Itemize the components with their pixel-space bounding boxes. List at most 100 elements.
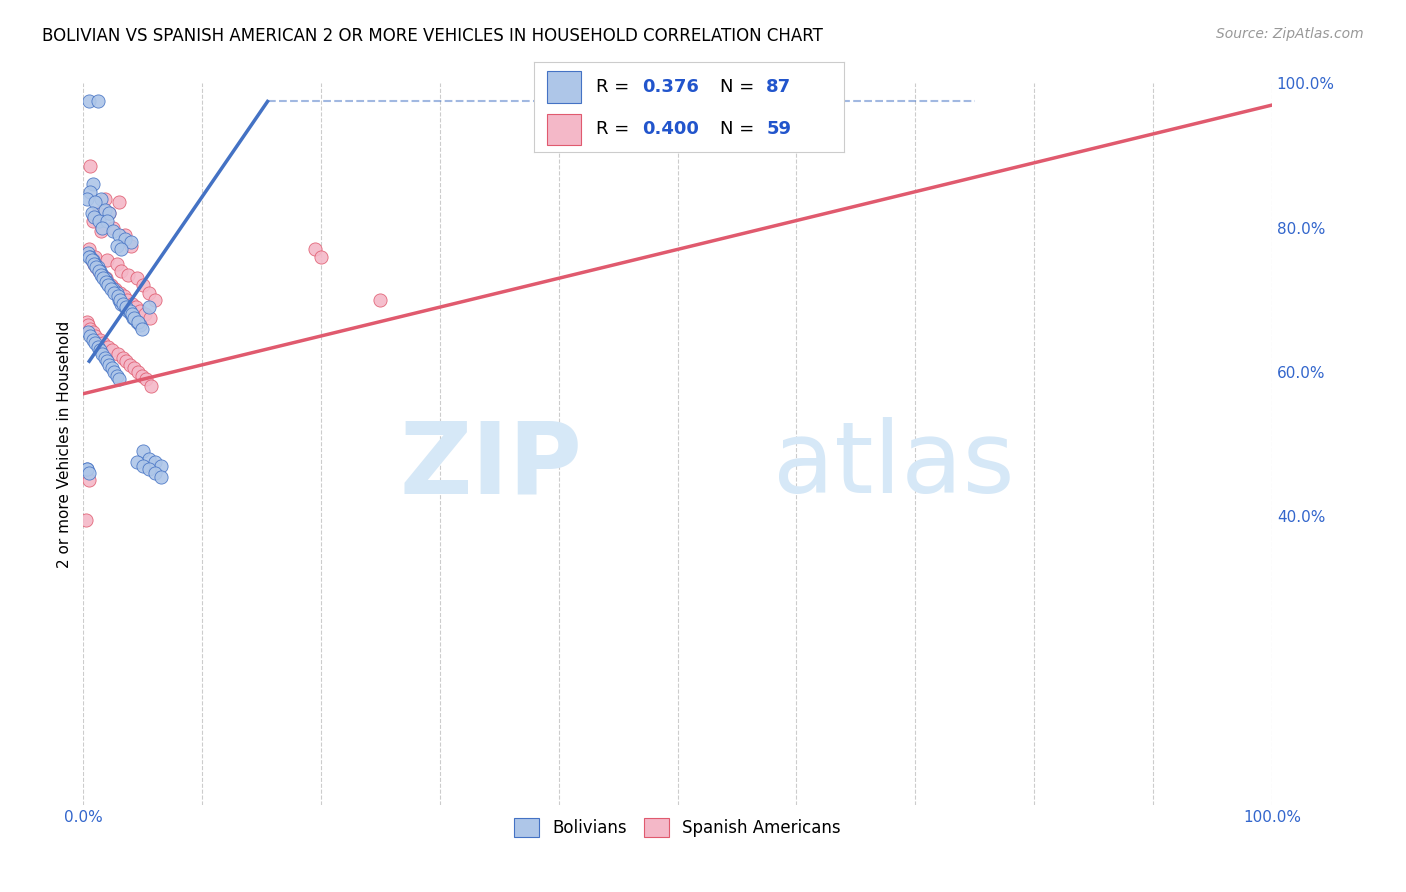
Point <box>129 318 152 333</box>
Point <box>94 275 117 289</box>
Point <box>143 466 166 480</box>
Point <box>79 329 101 343</box>
Point <box>110 296 132 310</box>
Point <box>120 235 142 250</box>
Point <box>132 458 155 473</box>
Point <box>105 368 128 383</box>
Point <box>90 224 112 238</box>
Point <box>79 250 101 264</box>
Point <box>84 257 107 271</box>
Point <box>309 250 332 264</box>
Point <box>86 206 108 220</box>
Point <box>93 336 115 351</box>
Point <box>107 347 129 361</box>
Point <box>118 358 141 372</box>
Point <box>80 253 103 268</box>
Point <box>77 95 100 109</box>
Point <box>114 231 136 245</box>
Text: Source: ZipAtlas.com: Source: ZipAtlas.com <box>1216 27 1364 41</box>
Point <box>77 326 100 340</box>
Text: ZIP: ZIP <box>399 417 582 515</box>
Text: R =: R = <box>596 78 636 95</box>
Point <box>84 250 107 264</box>
Point <box>129 303 152 318</box>
Point <box>76 192 98 206</box>
Point <box>127 314 149 328</box>
Point <box>125 455 148 469</box>
Point <box>115 300 138 314</box>
Point <box>98 278 121 293</box>
Point <box>101 361 124 376</box>
Point <box>101 282 124 296</box>
Point <box>98 358 121 372</box>
Point <box>111 296 134 310</box>
Point <box>84 329 107 343</box>
Point <box>83 257 105 271</box>
Point <box>86 340 108 354</box>
Point <box>108 372 131 386</box>
Point <box>108 293 131 307</box>
Point <box>77 246 100 260</box>
Point <box>110 243 132 257</box>
Text: atlas: atlas <box>773 417 1014 515</box>
Point <box>96 253 118 268</box>
Point <box>101 343 124 358</box>
Point <box>125 314 148 328</box>
Point <box>103 285 125 300</box>
Text: N =: N = <box>720 78 759 95</box>
Point <box>77 318 100 333</box>
Point <box>101 220 124 235</box>
Point <box>96 354 118 368</box>
Point <box>138 462 160 476</box>
Point <box>107 289 129 303</box>
Point <box>120 239 142 253</box>
Point <box>82 326 104 340</box>
Point <box>132 278 155 293</box>
Point <box>86 95 108 109</box>
Point <box>104 282 127 296</box>
Point <box>111 351 134 365</box>
Point <box>149 469 172 483</box>
Point <box>84 336 107 351</box>
Point <box>79 160 101 174</box>
Point <box>131 322 153 336</box>
Point <box>80 206 103 220</box>
Point <box>84 195 107 210</box>
Point <box>93 351 115 365</box>
Point <box>82 333 104 347</box>
Text: 0.400: 0.400 <box>643 120 699 138</box>
Point <box>90 192 112 206</box>
Point <box>105 239 128 253</box>
Point <box>98 206 121 220</box>
Point <box>83 257 105 271</box>
Point <box>87 264 110 278</box>
Point <box>91 268 114 282</box>
Point <box>96 213 118 227</box>
Point <box>125 271 148 285</box>
Point <box>86 260 108 275</box>
Point <box>90 268 112 282</box>
FancyBboxPatch shape <box>547 71 581 103</box>
Point <box>110 264 132 278</box>
Point <box>103 365 125 379</box>
Point <box>117 268 139 282</box>
Text: 0.376: 0.376 <box>643 78 699 95</box>
Point <box>97 278 120 293</box>
Point <box>120 307 142 321</box>
Point <box>93 202 115 217</box>
Point <box>121 296 143 310</box>
Point <box>143 455 166 469</box>
Point <box>77 243 100 257</box>
Point <box>118 303 141 318</box>
Point <box>115 354 138 368</box>
Point <box>138 451 160 466</box>
Point <box>139 310 162 325</box>
Point <box>91 220 114 235</box>
Point <box>101 224 124 238</box>
Point <box>108 227 131 242</box>
Point <box>100 278 122 293</box>
Point <box>138 285 160 300</box>
Point <box>370 293 392 307</box>
Point <box>76 462 98 476</box>
Point <box>124 300 146 314</box>
